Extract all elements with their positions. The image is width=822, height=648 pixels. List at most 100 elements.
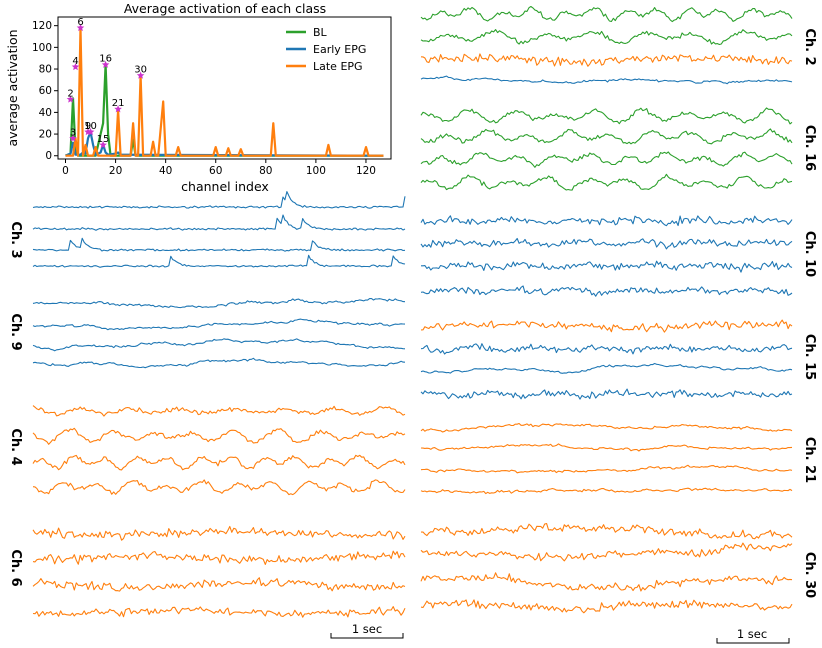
peak-star-marker — [71, 62, 80, 71]
signal-trace — [420, 151, 793, 168]
channel-label: Ch. 4 — [8, 428, 23, 465]
signal-trace — [420, 53, 793, 67]
trace-panel-ch-10: Ch. 10 — [420, 215, 817, 297]
y-ticks: 0 20 40 60 80 100 120 — [32, 20, 58, 162]
y-tick-label: 80 — [39, 64, 52, 76]
signal-trace — [420, 388, 793, 400]
channel-label: Ch. 9 — [8, 313, 23, 350]
signal-trace — [32, 214, 406, 231]
y-tick-label: 40 — [39, 107, 52, 119]
y-tick-label: 60 — [39, 85, 52, 97]
peak-label: 16 — [99, 54, 112, 65]
y-tick-label: 120 — [32, 20, 52, 32]
signal-trace — [420, 5, 793, 23]
peak-star-marker — [66, 95, 75, 103]
signal-trace — [420, 422, 793, 433]
trace-panel-ch-4: Ch. 4 — [8, 405, 406, 496]
signal-trace — [420, 173, 793, 191]
signal-trace — [420, 523, 793, 540]
trace-panel-ch-16: Ch. 16 — [420, 107, 817, 191]
x-tick-label: 0 — [62, 165, 69, 177]
peak-label: 6 — [77, 17, 83, 28]
legend-label: Early EPG — [313, 43, 366, 56]
peak-label: 15 — [97, 134, 110, 145]
x-ticks: 0 20 40 60 80 100 120 — [62, 159, 376, 177]
signal-trace — [420, 75, 793, 85]
series-line-early-epg — [65, 130, 384, 157]
y-tick-label: 20 — [39, 129, 52, 141]
trace-panel-ch-9: Ch. 9 — [8, 298, 406, 369]
peak-label: 3 — [70, 127, 76, 138]
signal-trace — [420, 29, 793, 46]
x-tick-label: 40 — [159, 165, 172, 177]
signal-trace — [420, 599, 793, 614]
trace-panel-ch-6: Ch. 6 — [8, 525, 406, 618]
signal-trace — [32, 318, 406, 331]
scale-bar-label: 1 sec — [352, 622, 382, 636]
x-axis-label: channel index — [181, 179, 269, 194]
peak-star-marker — [101, 60, 110, 68]
signal-trace — [32, 405, 406, 417]
x-tick-label: 100 — [306, 165, 326, 177]
channel-label: Ch. 21 — [802, 437, 817, 483]
activation-chart: Average activation of each class 0 20 40 60… — [5, 1, 392, 194]
plot-series-group — [65, 26, 384, 157]
channel-label: Ch. 10 — [802, 231, 817, 277]
signal-trace — [420, 572, 793, 592]
signal-trace — [32, 525, 406, 541]
peak-label: 10 — [84, 121, 97, 132]
signal-trace — [420, 487, 793, 495]
signal-trace — [32, 427, 406, 445]
signal-trace — [32, 479, 406, 496]
peak-star-marker — [86, 127, 95, 136]
channel-label: Ch. 16 — [802, 125, 817, 171]
scale-bar: 1 sec — [716, 627, 790, 644]
scale-bar: 1 sec — [330, 622, 404, 639]
channel-label: Ch. 30 — [802, 552, 817, 598]
scale-bar-line — [716, 638, 790, 644]
peak-label: 21 — [112, 98, 125, 109]
scale-bar-label: 1 sec — [737, 627, 767, 641]
trace-panel-ch-3: Ch. 3 — [8, 191, 406, 268]
signal-trace — [32, 550, 406, 565]
signal-trace — [420, 362, 793, 374]
signal-trace — [421, 260, 793, 273]
channel-label: Ch. 3 — [8, 221, 23, 258]
trace-panel-ch-15: Ch. 15 — [420, 319, 817, 400]
scale-bar-line — [330, 633, 404, 639]
y-axis-label: average activation — [5, 29, 20, 146]
signal-trace — [32, 577, 406, 592]
signal-trace — [32, 606, 406, 618]
signal-trace — [32, 357, 406, 369]
legend-label: BL — [313, 26, 328, 39]
signal-trace — [420, 237, 793, 250]
signal-trace — [32, 237, 406, 252]
peak-label: 30 — [134, 65, 147, 76]
x-tick-label: 80 — [259, 165, 272, 177]
trace-panel-ch-30: Ch. 30 — [420, 523, 817, 614]
peak-star-marker — [69, 134, 77, 142]
channel-label: Ch. 2 — [802, 28, 817, 65]
plot-frame — [57, 16, 392, 160]
signal-trace — [420, 215, 793, 227]
peak-label: 4 — [72, 56, 78, 67]
legend: BL Early EPG Late EPG — [286, 26, 366, 73]
signal-trace — [420, 542, 793, 562]
chart-title: Average activation of each class — [124, 1, 326, 16]
signal-trace — [32, 454, 406, 471]
x-tick-label: 60 — [209, 165, 222, 177]
y-tick-label: 0 — [45, 150, 52, 162]
legend-label: Late EPG — [313, 60, 363, 73]
signal-trace — [32, 298, 406, 309]
channel-label: Ch. 6 — [8, 549, 23, 586]
trace-panel-ch-2: Ch. 2 — [420, 5, 817, 85]
x-tick-label: 20 — [109, 165, 122, 177]
signal-trace — [32, 191, 406, 209]
x-tick-label: 120 — [356, 165, 376, 177]
series-line-late-epg — [65, 26, 384, 157]
series-line-bl — [65, 63, 384, 157]
signal-trace — [420, 464, 793, 474]
trace-panels: Ch. 3 Ch. 9 Ch. 4 Ch. 6 Ch. 2 Ch. 16 Ch. 10 Ch.… — [8, 5, 817, 644]
